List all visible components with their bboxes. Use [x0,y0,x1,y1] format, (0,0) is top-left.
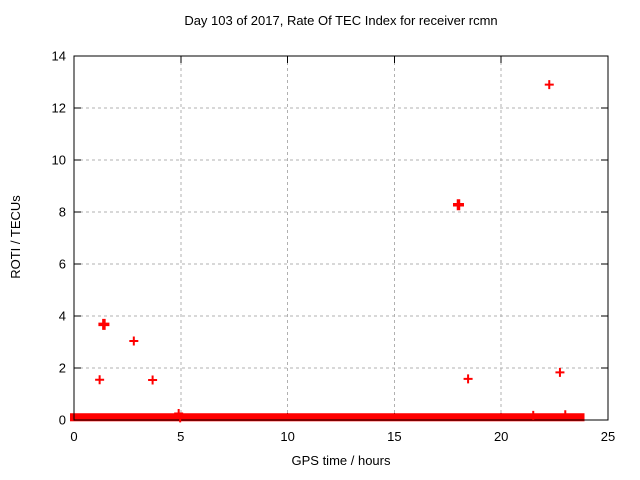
data-point-marker [148,375,158,385]
y-tick-label: 10 [52,153,66,168]
data-point-marker [528,410,538,420]
y-tick-label: 4 [59,309,66,324]
x-tick-label: 10 [280,429,294,444]
tick-labels: 0 5 10 15 20 25 0 2 4 6 8 10 12 14 [52,49,616,445]
y-tick-label: 2 [59,361,66,376]
plot-border [73,55,609,421]
y-tick-label: 0 [59,413,66,428]
x-tick-label: 15 [387,429,401,444]
data-point-marker [452,199,464,211]
data-point-marker [175,413,185,423]
y-tick-label: 8 [59,205,66,220]
data-point-marker [560,410,570,420]
axis-ticks [73,55,609,421]
x-tick-label: 25 [601,429,615,444]
y-axis-label: ROTI / TECUs [8,195,23,279]
data-point-marker [463,374,473,384]
y-tick-label: 12 [52,101,66,116]
data-points [95,80,570,423]
gridlines [74,56,608,420]
x-tick-label: 5 [177,429,184,444]
x-tick-label: 20 [494,429,508,444]
data-point-marker [95,375,105,385]
data-point-marker [555,367,565,377]
data-point-marker [98,318,110,330]
baseline-band [70,413,585,422]
x-tick-label: 0 [70,429,77,444]
data-point-marker [174,409,184,418]
y-tick-label: 14 [52,49,66,64]
data-point-marker [544,80,554,90]
y-tick-label: 6 [59,257,66,272]
data-point-marker [129,336,139,346]
chart-title: Day 103 of 2017, Rate Of TEC Index for r… [184,13,498,28]
x-axis-label: GPS time / hours [291,453,391,468]
